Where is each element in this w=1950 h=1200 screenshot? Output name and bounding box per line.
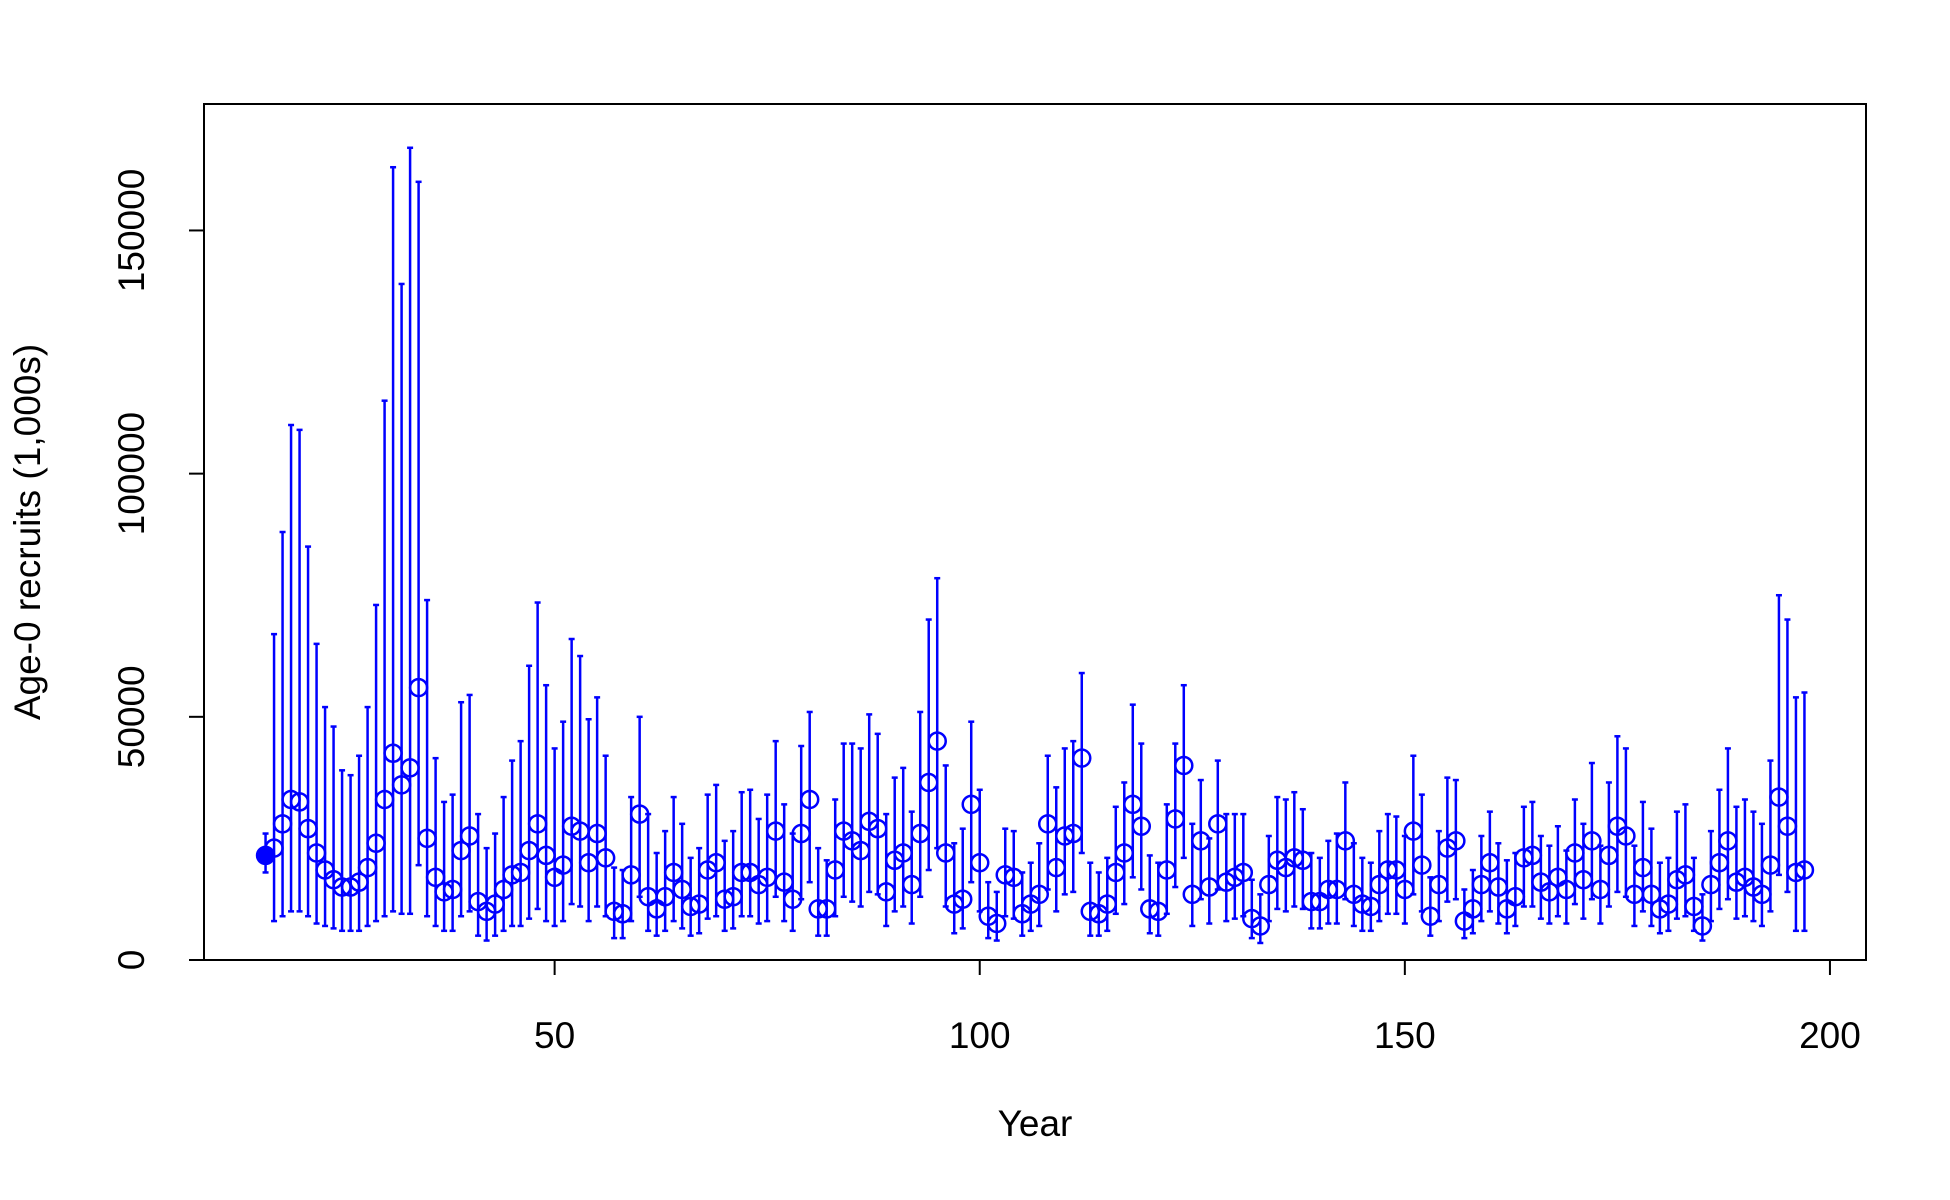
y-axis-label: Age-0 recruits (1,000s) <box>7 344 48 720</box>
x-tick-label: 150 <box>1374 1015 1436 1056</box>
point <box>1794 860 1815 880</box>
y-tick-label: 150000 <box>111 169 152 292</box>
x-tick-label: 200 <box>1799 1015 1861 1056</box>
point <box>1029 884 1050 905</box>
point <box>927 731 947 751</box>
point <box>1692 916 1713 936</box>
point <box>1616 826 1636 846</box>
point <box>595 848 616 868</box>
y-tick-label: 50000 <box>111 665 152 768</box>
point <box>1131 816 1152 836</box>
point <box>1582 831 1602 851</box>
point <box>1233 862 1254 883</box>
y-tick-label: 0 <box>111 950 152 971</box>
point <box>1072 748 1092 768</box>
point <box>986 913 1007 934</box>
point <box>1250 916 1271 936</box>
point <box>952 889 973 909</box>
point <box>1174 755 1194 776</box>
point <box>799 789 820 810</box>
point <box>1412 855 1432 875</box>
point <box>969 852 990 873</box>
x-axis-label: Year <box>998 1103 1073 1144</box>
y-tick-label: 100000 <box>111 412 152 535</box>
x-tick-label: 50 <box>534 1015 575 1056</box>
point <box>1446 831 1466 851</box>
point <box>1335 831 1356 851</box>
x-tick-label: 100 <box>949 1015 1011 1056</box>
